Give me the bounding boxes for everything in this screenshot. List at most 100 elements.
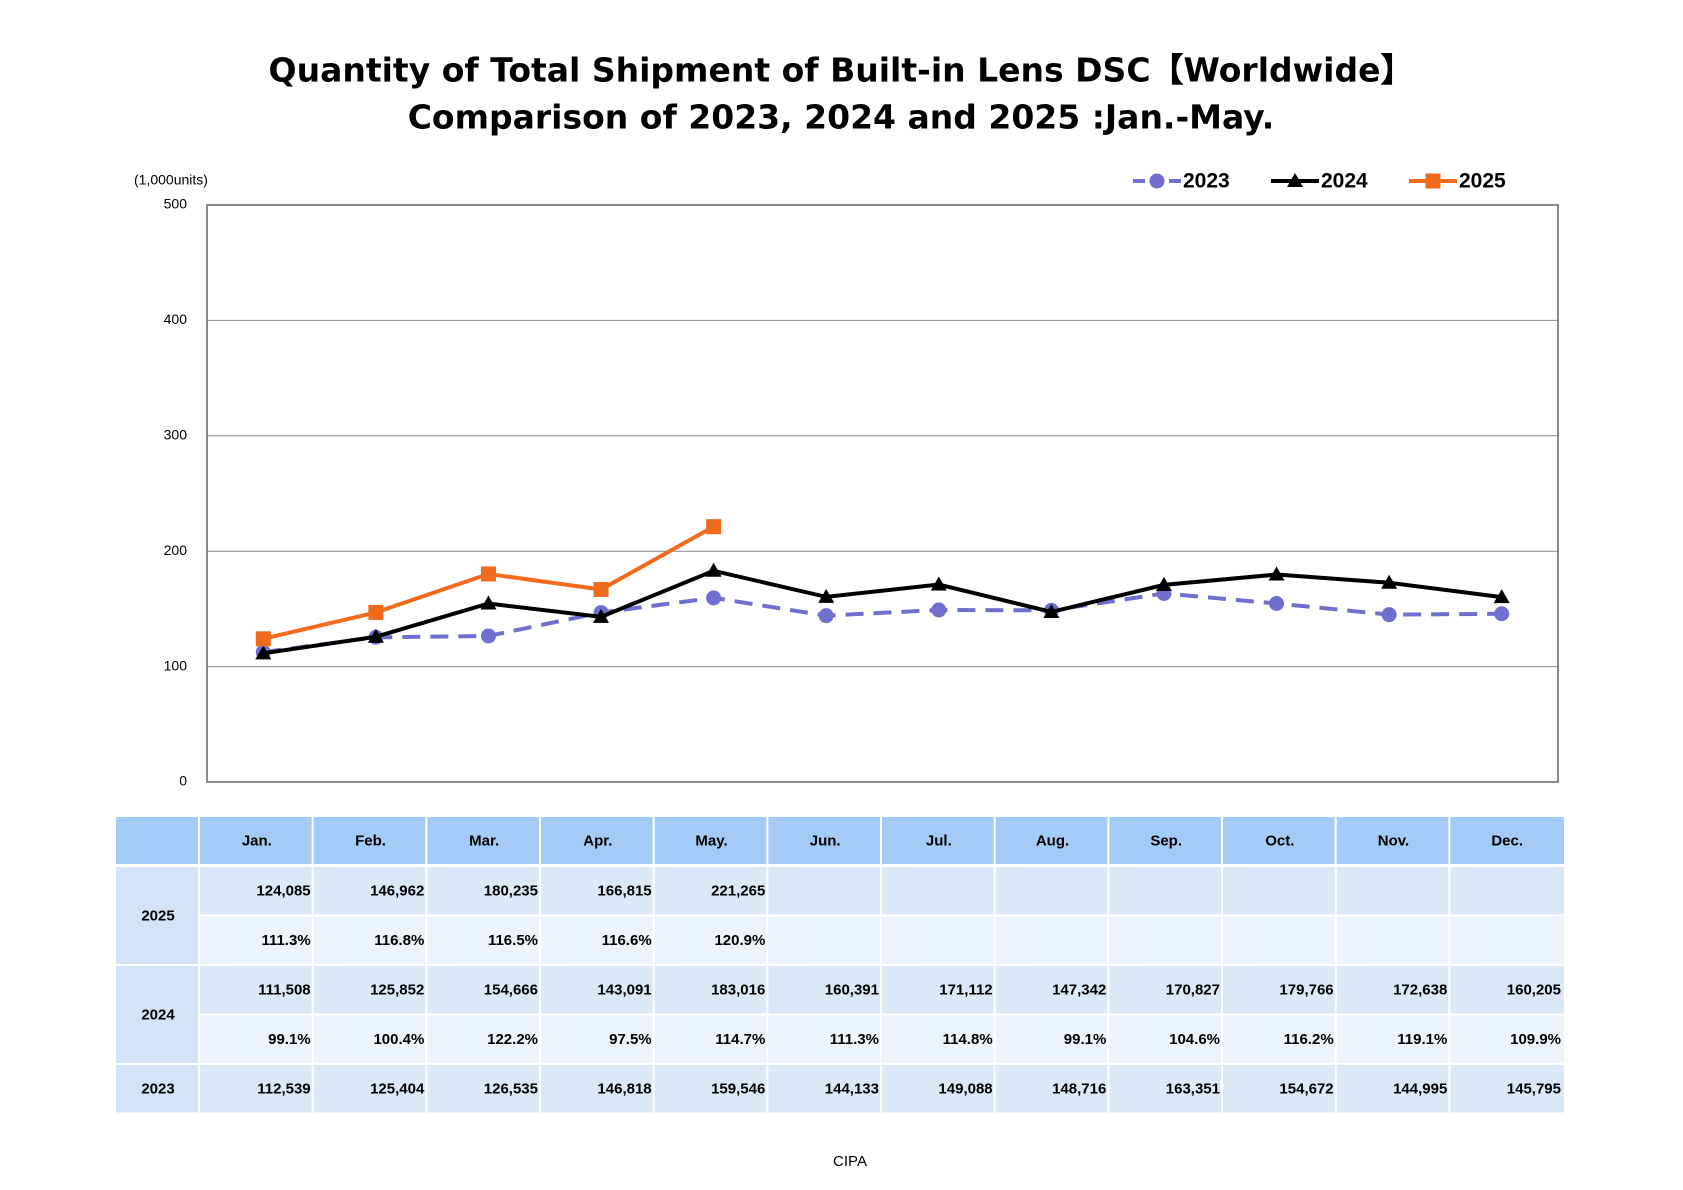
table-cell: 149,088	[938, 1081, 992, 1098]
table-cell: 146,962	[370, 883, 424, 900]
table-cell: 148,716	[1052, 1081, 1106, 1098]
data-point	[368, 604, 384, 620]
data-point	[1494, 606, 1510, 622]
column-header: Sep.	[1150, 832, 1182, 849]
column-header: Jun.	[810, 832, 841, 849]
table-cell: 172,638	[1393, 982, 1447, 999]
column-header: Apr.	[583, 832, 612, 849]
data-point	[480, 566, 496, 582]
row-label: 2023	[141, 1081, 174, 1098]
series-line	[262, 524, 715, 641]
data-point	[593, 608, 610, 623]
table-cell: 147,342	[1052, 982, 1106, 999]
table-cell: 170,827	[1166, 982, 1220, 999]
column-header: Aug.	[1036, 832, 1069, 849]
table-header-bg	[116, 817, 1564, 864]
table-cell: 221,265	[711, 883, 765, 900]
table-cell: 116.8%	[374, 932, 424, 949]
row-label: 2024	[141, 1006, 175, 1023]
table-cell: 125,852	[370, 982, 424, 999]
data-point	[818, 608, 834, 624]
table-cell: 114.8%	[943, 1031, 993, 1048]
table-cell: 120.9%	[714, 932, 765, 949]
table-cell: 112,539	[257, 1081, 310, 1098]
legend-marker	[1425, 173, 1441, 189]
y-tick-label: 0	[179, 773, 187, 789]
table-cell: 154,672	[1279, 1081, 1333, 1098]
column-header: Jul.	[926, 832, 952, 849]
column-header: Nov.	[1378, 832, 1409, 849]
data-point	[706, 519, 722, 535]
legend-marker	[1287, 173, 1303, 187]
column-header: Mar.	[469, 832, 499, 849]
y-tick-label: 100	[164, 657, 188, 673]
table-cell: 104.6%	[1169, 1031, 1220, 1048]
table-cell: 124,085	[256, 883, 310, 900]
table-cell: 126,535	[484, 1081, 538, 1098]
data-point	[255, 631, 271, 647]
data-point	[705, 562, 722, 577]
data-point	[1269, 596, 1285, 612]
data-point	[931, 602, 947, 618]
legend-label: 2025	[1459, 170, 1506, 193]
plot-frame	[206, 204, 1559, 783]
table-cell: 97.5%	[609, 1031, 652, 1048]
y-tick-label: 300	[164, 427, 188, 443]
series-line	[263, 568, 1502, 656]
column-header: May.	[695, 832, 727, 849]
table-cell: 163,351	[1166, 1081, 1220, 1098]
series-line	[263, 591, 1502, 655]
data-point	[706, 590, 722, 606]
table-cell: 125,404	[370, 1081, 425, 1098]
table-cell: 144,995	[1393, 1081, 1447, 1098]
table-cell: 116.2%	[1284, 1031, 1334, 1048]
table-cell: 111.3%	[261, 932, 310, 949]
legend-label: 2024	[1321, 170, 1368, 193]
table-cell: 144,133	[825, 1081, 879, 1098]
column-header: Oct.	[1265, 832, 1294, 849]
data-point	[930, 576, 947, 591]
data-point	[1381, 607, 1397, 623]
row-label: 2025	[141, 907, 174, 924]
data-point	[1155, 576, 1172, 591]
data-point	[480, 628, 496, 644]
source: CIPA	[833, 1153, 867, 1170]
column-header: Dec.	[1491, 832, 1523, 849]
y-axis-label: (1,000units)	[134, 172, 208, 188]
table-cell: 100.4%	[373, 1031, 424, 1048]
table-cell: 143,091	[597, 982, 651, 999]
legend-marker	[1149, 173, 1165, 189]
table-cell: 111.3%	[830, 1031, 879, 1048]
table-cell: 116.6%	[602, 932, 652, 949]
y-tick-label: 400	[164, 311, 188, 327]
chart-title: Quantity of Total Shipment of Built-in L…	[269, 51, 1414, 90]
y-tick-label: 500	[164, 196, 188, 212]
legend-label: 2023	[1183, 170, 1230, 193]
data-point	[1043, 603, 1060, 618]
table-cell: 99.1%	[1064, 1031, 1107, 1048]
chart-subtitle: Comparison of 2023, 2024 and 2025 :Jan.-…	[408, 98, 1275, 137]
column-header: Feb.	[355, 832, 386, 849]
table-cell: 109.9%	[1510, 1031, 1561, 1048]
table-cell: 116.5%	[488, 932, 538, 949]
data-point	[255, 645, 272, 660]
table-cell: 171,112	[939, 982, 992, 999]
table-cell: 99.1%	[268, 1031, 311, 1048]
table-cell: 179,766	[1279, 982, 1333, 999]
table-cell: 183,016	[711, 982, 765, 999]
y-tick-label: 200	[164, 542, 188, 558]
data-point	[1268, 566, 1285, 581]
table-cell: 122.2%	[487, 1031, 538, 1048]
data-point	[480, 595, 497, 610]
row-label-bg	[116, 966, 198, 1063]
data-point	[1381, 574, 1398, 589]
data-point	[1493, 589, 1510, 604]
column-header: Jan.	[242, 832, 272, 849]
table-cell: 154,666	[484, 982, 538, 999]
table-cell: 114.7%	[715, 1031, 765, 1048]
row-label-bg	[116, 1065, 198, 1113]
data-point	[818, 588, 835, 603]
table-cell: 159,546	[711, 1081, 765, 1098]
